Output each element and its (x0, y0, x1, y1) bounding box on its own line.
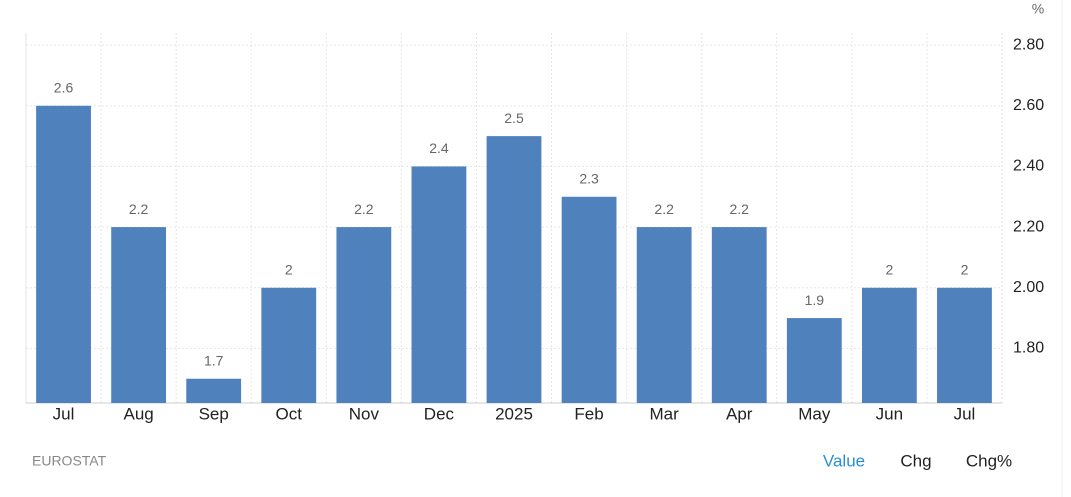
bar (486, 136, 542, 404)
y-tick-label: 2.00 (1013, 279, 1044, 296)
y-tick-label: 2.60 (1013, 97, 1044, 114)
bar (937, 287, 992, 403)
unit-label: % (1032, 1, 1044, 17)
x-tick-label: Mar (650, 404, 680, 423)
data-label: 2.2 (654, 201, 674, 217)
bar (711, 227, 767, 403)
chg-button[interactable]: Chg (900, 451, 931, 470)
bar (411, 166, 467, 403)
data-label: 2.6 (54, 79, 74, 95)
x-tick-label: Feb (574, 404, 603, 423)
bar (261, 287, 317, 403)
y-tick-label: 2.40 (1013, 158, 1044, 175)
x-tick-label: May (798, 404, 831, 423)
data-label: 2.4 (429, 140, 449, 156)
y-tick-label: 2.80 (1013, 36, 1044, 53)
bar (111, 227, 167, 403)
x-tick-label: Oct (276, 404, 303, 423)
data-label: 2.2 (129, 201, 149, 217)
x-tick-label: Apr (726, 404, 753, 423)
bar (336, 227, 392, 403)
data-label: 2 (885, 261, 893, 277)
x-tick-label: Nov (349, 404, 380, 423)
x-tick-label: Jun (876, 404, 903, 423)
x-tick-label: Jul (53, 404, 75, 423)
data-label: 2.2 (729, 201, 749, 217)
x-tick-label: Sep (199, 404, 229, 423)
data-label: 2.5 (504, 110, 524, 126)
y-tick-label: 2.20 (1013, 218, 1044, 235)
bar (561, 196, 617, 403)
bar (861, 287, 917, 403)
bar (786, 318, 842, 403)
x-tick-label: Dec (424, 404, 455, 423)
source-label: EUROSTAT (32, 453, 107, 469)
data-label: 2 (285, 261, 293, 277)
chg-pct-button[interactable]: Chg% (966, 451, 1012, 470)
data-label: 2.2 (354, 201, 374, 217)
y-tick-label: 1.80 (1013, 340, 1044, 357)
data-label: 2 (961, 261, 969, 277)
bar (36, 105, 91, 403)
data-label: 1.9 (805, 292, 825, 308)
x-tick-label: Aug (123, 404, 153, 423)
x-tick-label: 2025 (495, 404, 533, 423)
value-button[interactable]: Value (823, 451, 865, 470)
bar (186, 378, 242, 403)
x-tick-label: Jul (954, 404, 976, 423)
bar (636, 227, 692, 403)
data-label: 2.3 (579, 170, 599, 186)
data-label: 1.7 (204, 352, 224, 368)
